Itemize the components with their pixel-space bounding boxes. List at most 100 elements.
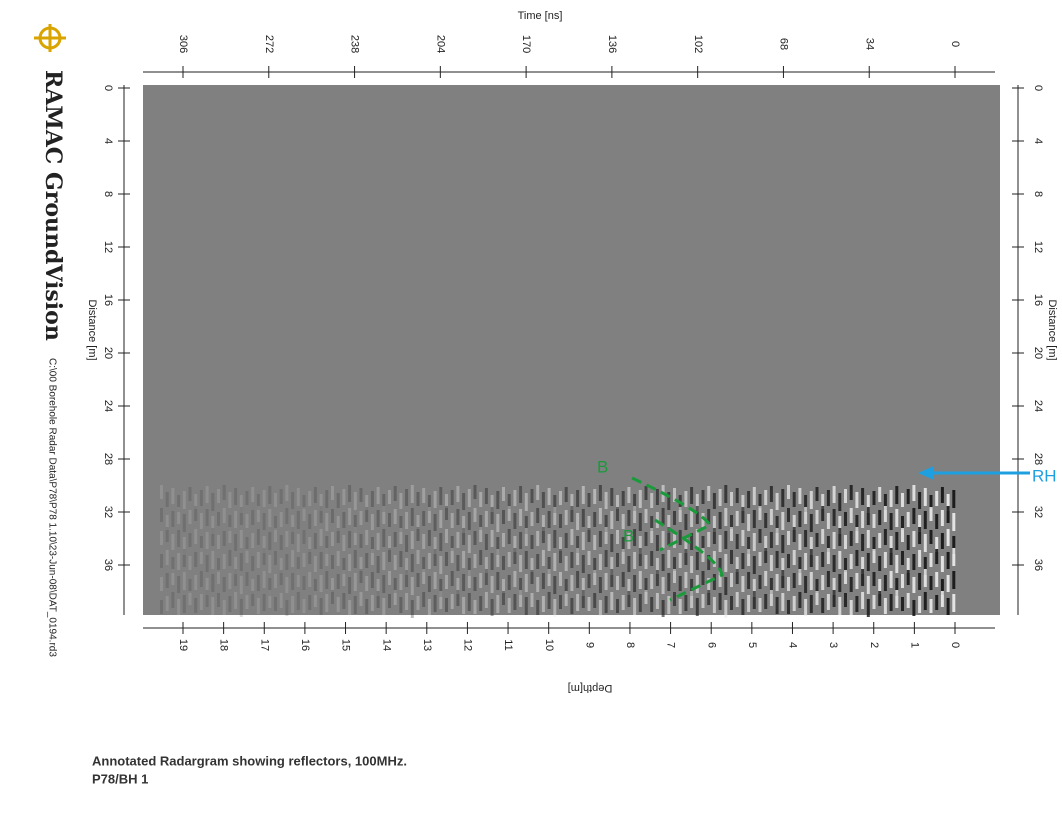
texture [223, 554, 226, 569]
texture [588, 597, 591, 611]
texture [873, 491, 876, 505]
x-tick-label: 136 [606, 35, 618, 53]
texture [354, 527, 357, 545]
texture [439, 591, 442, 609]
texture [850, 508, 853, 523]
texture [525, 528, 528, 546]
texture [211, 493, 214, 511]
texture [747, 595, 750, 612]
texture [867, 507, 870, 525]
texture [764, 571, 767, 586]
y2-tick-label: 8 [1032, 191, 1044, 197]
texture [884, 529, 887, 545]
texture [667, 550, 670, 568]
texture [525, 597, 528, 615]
texture [508, 506, 511, 521]
texture [764, 548, 767, 563]
texture [724, 531, 727, 549]
texture [456, 486, 459, 502]
texture [360, 534, 363, 548]
texture [434, 491, 437, 508]
texture [217, 570, 220, 584]
texture [798, 569, 801, 585]
texture [844, 593, 847, 607]
texture [570, 598, 573, 614]
texture [468, 535, 471, 553]
texture [371, 514, 374, 530]
texture [599, 554, 602, 570]
texture [907, 512, 910, 527]
texture [912, 577, 915, 593]
texture [901, 551, 904, 565]
texture [935, 549, 938, 564]
texture [855, 573, 858, 589]
texture [342, 593, 345, 609]
texture [645, 578, 648, 592]
texture [599, 508, 602, 524]
texture [633, 552, 636, 569]
texture [274, 574, 277, 588]
x2-tick-label: 18 [218, 639, 230, 651]
texture [405, 535, 408, 552]
texture [331, 509, 334, 523]
logo: RAMAC GroundVision [40, 70, 66, 341]
texture [890, 548, 893, 565]
texture [177, 599, 180, 616]
x2-tick-label: 0 [949, 642, 961, 648]
texture [354, 550, 357, 568]
x2-tick-label: 17 [258, 639, 270, 651]
texture [593, 535, 596, 550]
y-tick-label: 32 [102, 506, 114, 518]
texture [428, 530, 431, 546]
texture [194, 506, 197, 521]
texture [217, 489, 220, 503]
texture [223, 577, 226, 592]
texture [941, 591, 944, 607]
texture [576, 594, 579, 611]
texture [838, 574, 841, 592]
texture [833, 509, 836, 526]
texture [952, 513, 955, 531]
texture [240, 599, 243, 617]
texture [183, 514, 186, 532]
texture [320, 506, 323, 523]
texture [588, 551, 591, 565]
texture [690, 556, 693, 573]
texture [770, 486, 773, 502]
texture [417, 492, 420, 506]
texture [445, 506, 448, 520]
texture [474, 485, 477, 499]
texture [679, 553, 682, 568]
texture [525, 551, 528, 569]
texture [399, 493, 402, 509]
texture [251, 510, 254, 525]
y-tick-label: 28 [102, 453, 114, 465]
texture [223, 600, 226, 615]
texture [890, 571, 893, 588]
texture [918, 550, 921, 567]
texture [422, 592, 425, 607]
texture [246, 595, 249, 609]
texture [622, 572, 625, 587]
texture [650, 574, 653, 589]
texture [200, 571, 203, 587]
texture [365, 553, 368, 568]
texture [508, 575, 511, 590]
texture [445, 529, 448, 543]
texture [844, 489, 847, 503]
texture [696, 575, 699, 593]
texture [918, 527, 921, 544]
texture [759, 575, 762, 589]
y-tick-label: 12 [102, 241, 114, 253]
texture [422, 569, 425, 584]
texture [570, 506, 573, 522]
texture [890, 594, 893, 611]
texture [360, 511, 363, 525]
texture [559, 572, 562, 586]
annotation: B [597, 457, 608, 476]
texture [565, 510, 568, 525]
texture [291, 492, 294, 509]
texture [485, 488, 488, 504]
texture [411, 577, 414, 595]
y-tick-label: 20 [102, 347, 114, 359]
